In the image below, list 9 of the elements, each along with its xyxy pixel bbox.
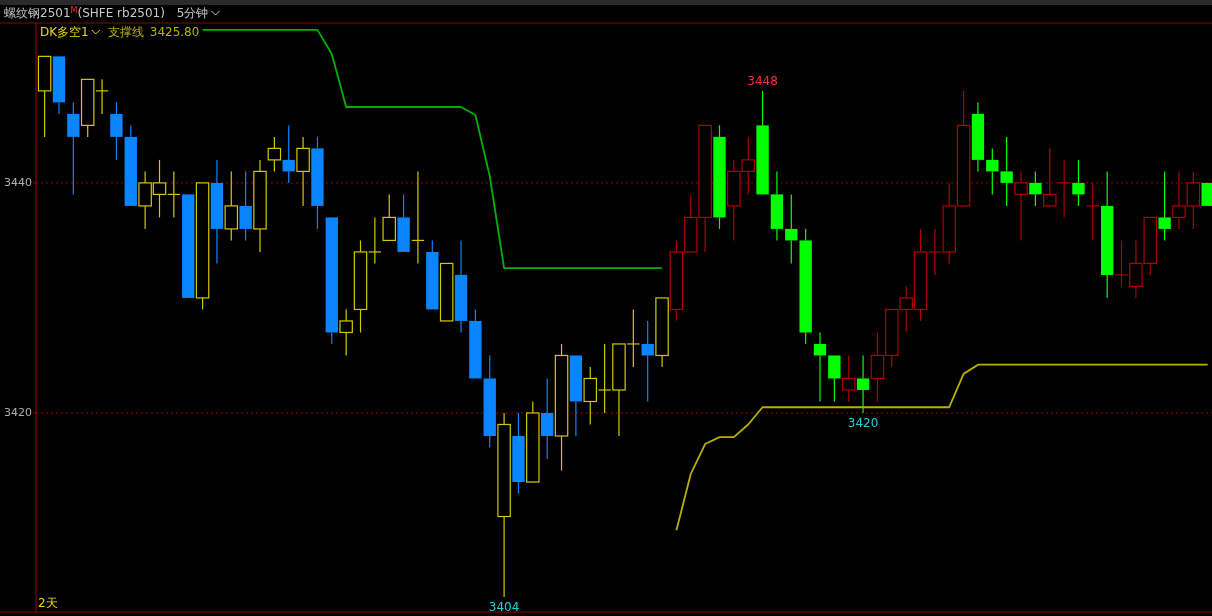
annotation: 3404 xyxy=(488,600,520,615)
annotation: DK多空1 xyxy=(40,25,89,39)
chart-subtitle: 5分钟 xyxy=(176,6,209,20)
text: 支撑线 xyxy=(107,25,144,39)
annotation: 3448 xyxy=(747,73,778,88)
annotation: 3420 xyxy=(847,415,879,430)
chart-title: 螺纹钢2501$^{M}$(SHFE rb2501) xyxy=(4,5,165,20)
annotation: 3425.80 xyxy=(149,25,200,39)
annotation: 2天 xyxy=(38,596,58,610)
